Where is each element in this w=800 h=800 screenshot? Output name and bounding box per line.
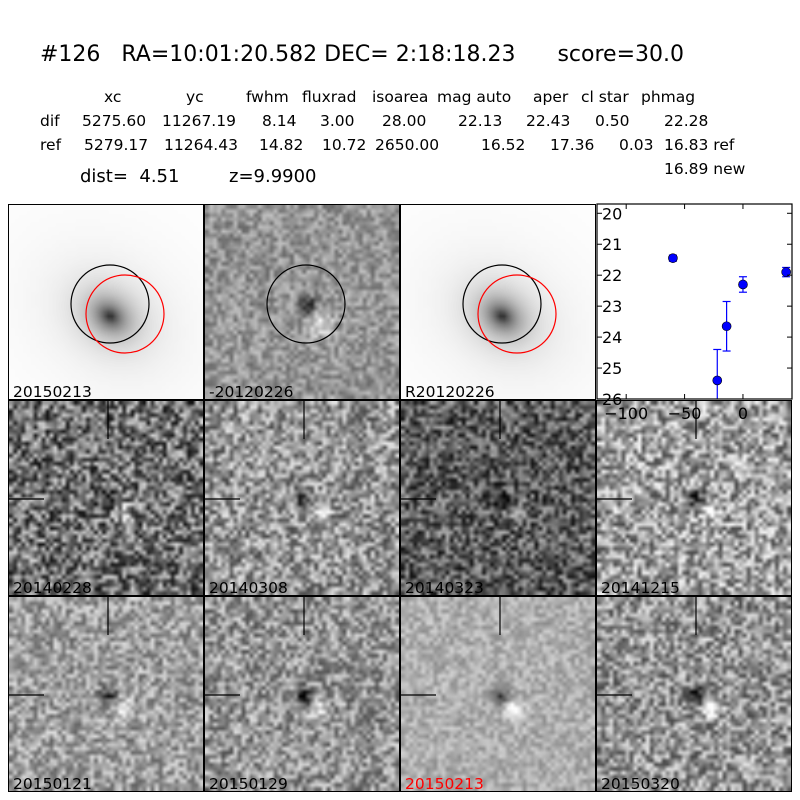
column-header: fluxrad [302,88,357,106]
aperture-circle [462,264,542,344]
aperture-circle [70,264,150,344]
y-tick-label: 25 [602,359,622,378]
stamp-image [401,205,595,399]
stamp-date-label: 20150121 [13,775,92,792]
image-stamp[interactable]: 20150213 [8,204,204,400]
stamp-date-label: 20150213 [405,775,484,792]
table-cell: 22.28 [664,112,709,130]
image-stamp[interactable]: 20140323 [400,400,596,596]
stamp-date-label: 20140228 [13,579,92,596]
column-header: yc [186,88,204,106]
table-cell: 28.00 [382,112,427,130]
stamp-date-label: 20141215 [601,579,680,596]
table-cell: 22.13 [458,112,503,130]
plot-background [597,204,792,399]
candidate-title: #126 RA=10:01:20.582 DEC= 2:18:18.23 sco… [40,42,684,67]
stamp-image [597,401,791,595]
data-point [738,279,748,290]
data-point [781,267,791,277]
stamp-image [9,597,203,791]
stamp-image [401,401,595,595]
row-label: ref [40,136,62,154]
column-header: phmag [641,88,696,106]
column-header: xc [104,88,122,106]
stamp-image [401,597,595,791]
plot-frame [596,203,793,400]
z-value: z=9.9900 [229,166,317,187]
dist-value: dist= 4.51 [80,166,180,187]
image-stamp[interactable]: R20120226 [400,204,596,400]
y-tick-label: 23 [602,297,622,316]
column-header: fwhm [246,88,289,106]
table-cell: 22.43 [526,112,571,130]
stamp-date-label: 20150129 [209,775,288,792]
table-cell: 10.72 [322,136,367,154]
image-stamp[interactable]: 20150213 [400,596,596,792]
stamp-image [9,205,203,399]
data-point [668,253,678,263]
column-header: aper [533,88,569,106]
y-tick-label: 20 [602,204,622,223]
stamp-image [205,597,399,791]
y-tick-label: 22 [602,266,622,285]
ref-aperture-circle [477,274,557,354]
stamp-date-label: 20150213 [13,383,92,400]
table-cell: 17.36 [550,136,595,154]
table-cell: 16.52 [481,136,526,154]
stamp-date-label: 20140323 [405,579,484,596]
table-cell: 11264.43 [164,136,238,154]
y-tick-label: 21 [602,235,622,254]
stamp-date-label: R20120226 [405,383,495,400]
table-cell: 11267.19 [162,112,236,130]
data-point [721,321,732,332]
aperture-circle [266,264,346,344]
image-stamp[interactable]: -20120226 [204,204,400,400]
table-cell: 3.00 [320,112,355,130]
image-stamp[interactable]: 20141215 [596,400,792,596]
table-cell: 5275.60 [82,112,147,130]
table-cell: 0.03 [619,136,654,154]
stamp-image [205,205,399,399]
data-point [712,375,723,386]
ref-aperture-circle [85,274,165,354]
stamp-image [205,401,399,595]
phmag-new: 16.89 new [664,160,746,178]
table-cell: 2650.00 [375,136,440,154]
table-cell: 14.82 [259,136,304,154]
y-tick-label: 24 [602,328,622,347]
column-header: isoarea [372,88,429,106]
stamp-date-label: -20120226 [209,383,294,400]
column-header: mag auto [437,88,512,106]
stamp-date-label: 20150320 [601,775,680,792]
image-stamp[interactable]: 20150320 [596,596,792,792]
stamp-image [9,401,203,595]
table-cell: 5279.17 [84,136,149,154]
stamp-image [597,597,791,791]
table-cell: 8.14 [262,112,297,130]
image-stamp[interactable]: 20140228 [8,400,204,596]
image-stamp[interactable]: 20150129 [204,596,400,792]
table-cell: 0.50 [595,112,630,130]
table-cell: 16.83 ref [664,136,735,154]
stamp-date-label: 20140308 [209,579,288,596]
row-label: dif [40,112,60,130]
column-header: cl star [581,88,629,106]
image-stamp[interactable]: 20150121 [8,596,204,792]
image-stamp[interactable]: 20140308 [204,400,400,596]
